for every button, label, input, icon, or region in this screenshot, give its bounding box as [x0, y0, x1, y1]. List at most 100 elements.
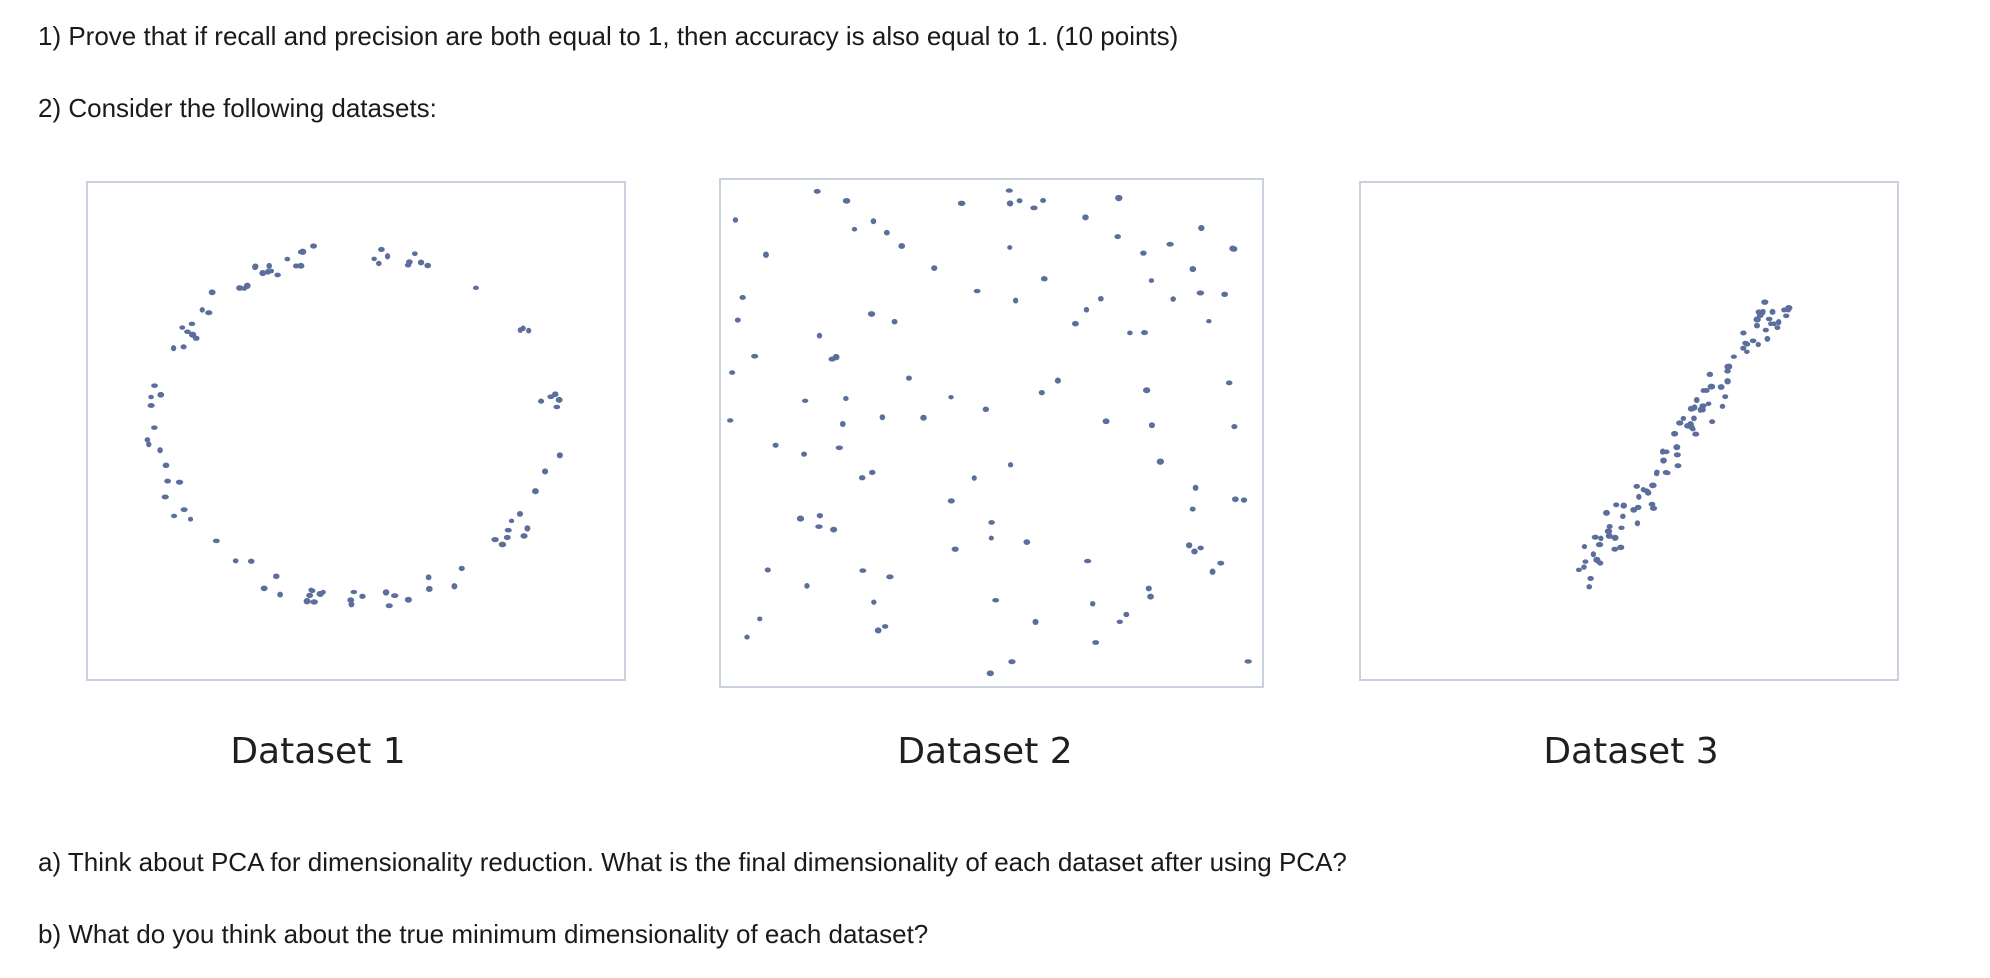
dataset-2-point [1231, 423, 1238, 430]
dataset-1-point [161, 494, 169, 500]
dataset-2-point [1083, 558, 1092, 564]
dataset-2-point [1116, 619, 1123, 624]
dataset-3-point [1680, 415, 1687, 421]
dataset-1-point [520, 533, 528, 539]
dataset-1-point [187, 516, 194, 522]
dataset-2-point [1225, 380, 1233, 386]
dataset-2-point [801, 398, 809, 403]
dataset-1-point [310, 599, 318, 605]
dataset-3-point [1618, 525, 1625, 531]
dataset-3-point [1702, 388, 1710, 394]
dataset-1-point [162, 462, 170, 469]
dataset-2-point [1016, 198, 1023, 204]
dataset-3-point [1636, 493, 1642, 500]
dataset-3-point [1595, 559, 1601, 564]
dataset-3-point [1764, 335, 1771, 342]
dataset-2-point [886, 574, 894, 580]
dataset-3-point [1620, 513, 1626, 519]
dataset-1-point [241, 286, 248, 291]
dataset-2-plot [719, 178, 1264, 688]
dataset-1-point [526, 327, 532, 334]
dataset-1-point [284, 256, 291, 262]
dataset-1-point [164, 478, 171, 484]
dataset-3-point [1674, 463, 1682, 469]
dataset-3-point [1660, 457, 1667, 464]
dataset-1-point [199, 307, 205, 313]
dataset-1-point [268, 268, 275, 274]
dataset-3-point [1724, 363, 1730, 370]
dataset-2-point [1102, 418, 1110, 425]
dataset-2-point [973, 288, 981, 294]
dataset-2-point [815, 524, 823, 529]
dataset-1-point [424, 262, 432, 269]
dataset-3-point [1697, 406, 1704, 413]
dataset-3-point [1755, 341, 1761, 348]
dataset-2-point [1147, 593, 1154, 600]
dataset-1-point [266, 262, 272, 270]
dataset-1-plot [86, 181, 626, 681]
dataset-2-point [1038, 390, 1045, 396]
dataset-2-point [858, 475, 866, 481]
dataset-1-point [180, 507, 188, 513]
dataset-3-point [1676, 420, 1684, 426]
dataset-2-point [832, 353, 840, 361]
dataset-3-point [1724, 368, 1731, 374]
dataset-3-point [1687, 405, 1696, 412]
dataset-2-point [1092, 640, 1100, 646]
dataset-1-point [378, 246, 385, 253]
dataset-2-point [830, 526, 838, 533]
dataset-2-point [1229, 245, 1237, 252]
dataset-2-point [732, 217, 739, 223]
dataset-2-point [898, 243, 906, 249]
dataset-1-point [151, 425, 158, 430]
dataset-2-point [1012, 297, 1019, 304]
dataset-1-point [179, 325, 186, 330]
dataset-1-point [151, 383, 158, 388]
dataset-1-point [212, 538, 220, 544]
dataset-2-point [1005, 188, 1013, 193]
dataset-2-point [1221, 291, 1229, 297]
dataset-1-point [451, 583, 458, 590]
dataset-1-point [553, 404, 561, 410]
dataset-2-point [1115, 194, 1123, 202]
dataset-1-point [184, 329, 191, 335]
dataset-2-point [851, 226, 858, 232]
dataset-3-point [1595, 541, 1604, 548]
dataset-1-point [376, 260, 382, 267]
dataset-3-point [1633, 483, 1641, 489]
dataset-1-point [348, 601, 355, 608]
dataset-3-point [1598, 535, 1604, 542]
dataset-2-point [813, 188, 821, 194]
dataset-1-point [188, 331, 197, 338]
dataset-1-point [144, 437, 151, 443]
dataset-1-point [404, 596, 412, 603]
dataset-2-point [1185, 542, 1193, 549]
dataset-1-point [491, 536, 499, 543]
dataset-1-point [384, 253, 391, 260]
dataset-3-point [1620, 502, 1628, 509]
dataset-3-point [1724, 378, 1731, 385]
dataset-2-point [879, 414, 886, 421]
dataset-1-point [516, 510, 524, 517]
dataset-3-point [1684, 423, 1691, 429]
dataset-1-point [508, 518, 515, 524]
question-2b: b) What do you think about the true mini… [38, 919, 929, 949]
dataset-1-point [385, 603, 393, 609]
dataset-3-point [1749, 338, 1757, 344]
dataset-3-point [1649, 505, 1658, 511]
dataset-3-point [1659, 448, 1666, 455]
dataset-2-point [883, 229, 890, 236]
dataset-3-point [1582, 559, 1589, 564]
dataset-3-point [1705, 401, 1712, 407]
dataset-1-point [308, 587, 314, 593]
dataset-1-caption: Dataset 1 [230, 731, 406, 772]
dataset-2-point [1097, 295, 1104, 302]
dataset-1-point [148, 394, 154, 400]
dataset-3-point [1575, 567, 1582, 573]
dataset-2-point [801, 451, 808, 457]
dataset-1-point [299, 248, 307, 255]
dataset-3-point [1617, 544, 1625, 551]
dataset-3-scatter [1575, 299, 1793, 590]
dataset-1-point [542, 468, 549, 475]
dataset-3-point [1722, 394, 1729, 400]
